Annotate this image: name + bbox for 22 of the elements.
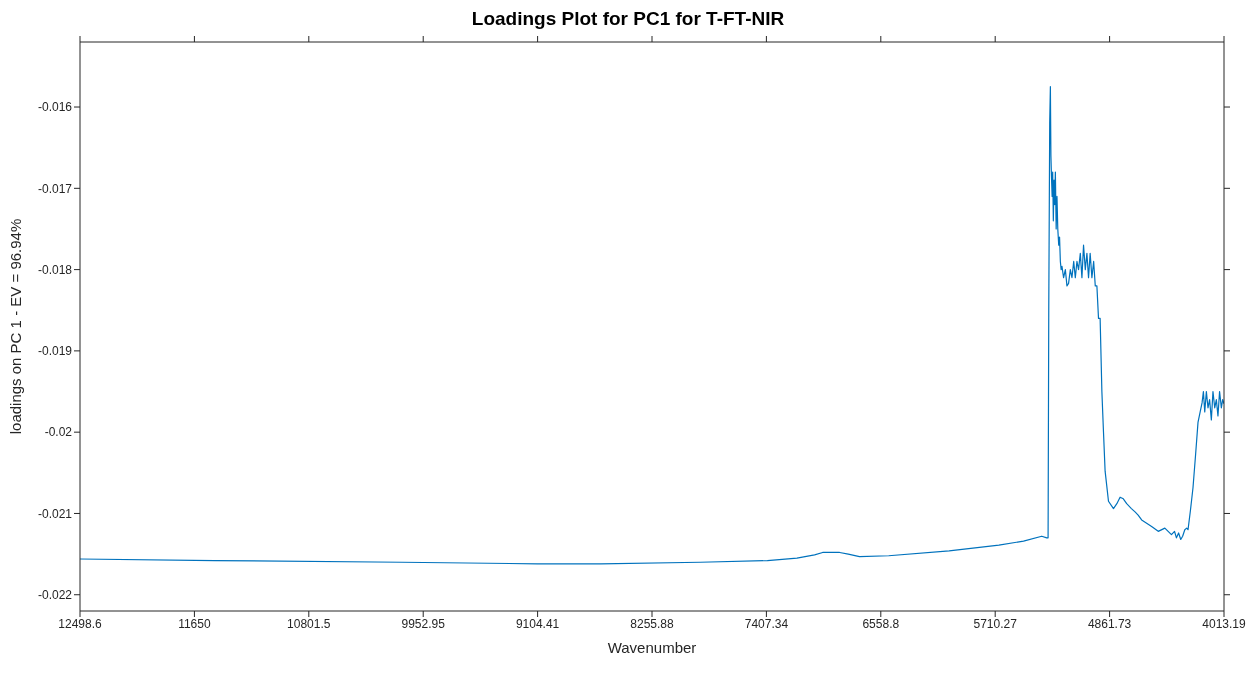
x-tick-label: 7407.34 bbox=[744, 616, 789, 631]
y-tick-label: -0.018 bbox=[37, 262, 73, 277]
y-tick-label: -0.021 bbox=[37, 506, 73, 521]
x-tick-label: 4861.73 bbox=[1087, 616, 1132, 631]
y-tick-label: -0.016 bbox=[37, 100, 73, 115]
y-tick-label: -0.019 bbox=[37, 344, 73, 359]
x-tick-label: 10801.5 bbox=[287, 616, 331, 631]
y-tick-label: -0.017 bbox=[37, 181, 73, 196]
y-tick-label: -0.022 bbox=[37, 588, 73, 602]
x-tick-label: 5710.27 bbox=[973, 616, 1018, 631]
x-tick-label: 4013.19 bbox=[1202, 616, 1247, 631]
x-tick-label: 9952.95 bbox=[401, 616, 446, 631]
chart-title: Loadings Plot for PC1 for T-FT-NIR bbox=[470, 8, 786, 31]
x-axis-title: Wavenumber bbox=[607, 639, 697, 656]
x-tick-label: 8255.88 bbox=[630, 616, 675, 631]
x-tick-label: 12498.6 bbox=[58, 616, 103, 631]
x-tick-label: 6558.8 bbox=[862, 616, 900, 631]
x-tick-label: 9104.41 bbox=[515, 616, 560, 631]
y-axis-title: loadings on PC 1 - EV = 96.94% bbox=[7, 218, 25, 435]
line-series bbox=[80, 86, 1224, 565]
y-tick-label: -0.02 bbox=[44, 425, 73, 440]
x-tick-label: 11650 bbox=[178, 616, 211, 631]
